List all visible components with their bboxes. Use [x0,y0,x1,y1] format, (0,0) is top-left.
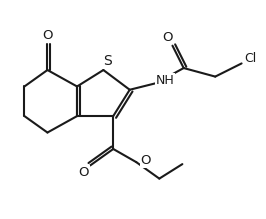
Text: Cl: Cl [245,52,257,65]
Text: O: O [42,29,53,42]
Text: O: O [162,31,172,44]
Text: S: S [104,55,112,69]
Text: O: O [140,154,151,167]
Text: O: O [78,166,89,178]
Text: NH: NH [156,74,174,87]
